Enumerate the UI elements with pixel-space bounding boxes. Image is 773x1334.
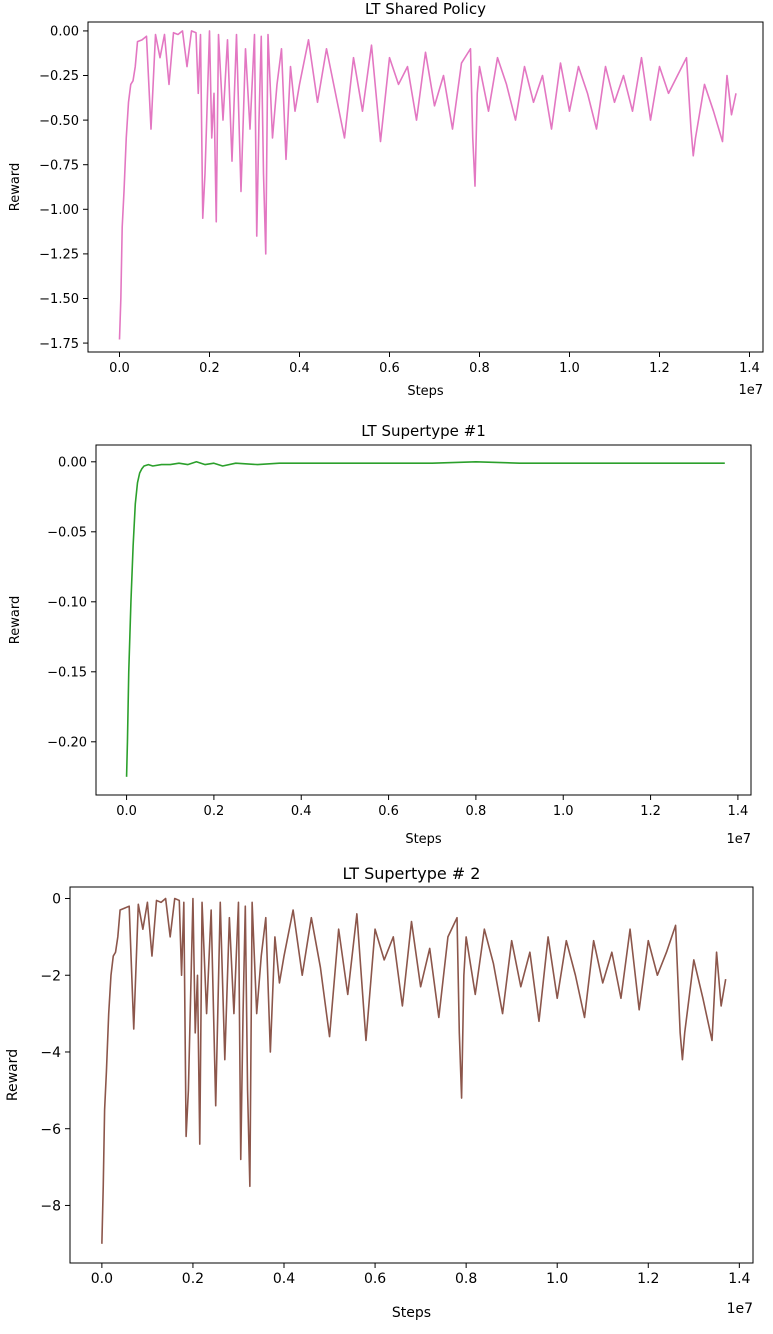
- y-tick-label: 0.00: [50, 25, 79, 40]
- chart-svg: LT Supertype # 2 0.0 0.2 0.4 0.6 0.8 1.0 1.2 1.4…: [5, 864, 754, 1321]
- chart-title: LT Supertype # 2: [343, 864, 481, 883]
- x-tick-label: 1.0: [559, 361, 580, 376]
- x-tick-label: 0.0: [109, 361, 130, 376]
- x-tick-label: 0.0: [91, 1271, 113, 1287]
- plot-frame: [95, 444, 752, 796]
- y-tick-label: −8: [40, 1198, 61, 1214]
- y-axis-label: Reward: [5, 1049, 21, 1101]
- x-tick-label: 1.4: [728, 804, 749, 819]
- x-tick-label: 0.8: [466, 804, 487, 819]
- y-tick-label: −1.25: [39, 248, 79, 263]
- series-line: [118, 30, 737, 340]
- y-tick-label: −0.15: [47, 665, 87, 680]
- y-tick-label: 0: [52, 892, 61, 908]
- x-tick-label: 1.4: [739, 361, 760, 376]
- y-tick-label: −1.75: [39, 337, 79, 352]
- chart-svg: LT Supertype #1 0.0 0.2 0.4 0.6 0.8 1.0 1.2 1.4 0…: [8, 422, 752, 847]
- x-offset-label: 1e7: [727, 1301, 753, 1317]
- y-tick-label: −6: [40, 1122, 61, 1138]
- x-offset-label: 1e7: [726, 832, 751, 847]
- x-axis-label: Steps: [405, 832, 442, 847]
- chart-title: LT Supertype #1: [361, 422, 486, 440]
- x-tick-label: 1.0: [553, 804, 574, 819]
- y-tick-label: −0.50: [39, 114, 79, 129]
- y-tick-label: −0.05: [47, 525, 87, 540]
- plot-frame: [87, 21, 764, 353]
- x-tick-label: 0.6: [378, 804, 399, 819]
- y-tick-label: −2: [40, 968, 61, 984]
- y-tick-label: −1.00: [39, 203, 79, 218]
- x-tick-label: 0.2: [204, 804, 225, 819]
- x-tick-label: 0.4: [289, 361, 310, 376]
- x-tick-label: 1.2: [640, 804, 661, 819]
- x-tick-label: 1.2: [637, 1271, 659, 1287]
- x-tick-label: 0.6: [379, 361, 400, 376]
- y-tick-label: −0.10: [47, 595, 87, 610]
- series-line: [125, 460, 725, 777]
- x-tick-label: 0.2: [199, 361, 220, 376]
- x-offset-label: 1e7: [738, 383, 763, 398]
- chart-lt-shared-policy: LT Shared Policy 0.0 0.2 0.4 0.6 0.8 1.0 1.2 1.4…: [0, 0, 773, 410]
- y-tick-label: −1.50: [39, 292, 79, 307]
- x-tick-label: 1.2: [649, 361, 670, 376]
- chart-title: LT Shared Policy: [365, 0, 486, 18]
- x-tick-label: 0.4: [273, 1271, 295, 1287]
- y-tick-label: 0.00: [58, 455, 87, 470]
- chart-lt-supertype-2: LT Supertype # 2 0.0 0.2 0.4 0.6 0.8 1.0 1.2 1.4…: [0, 860, 773, 1329]
- y-axis-label: Reward: [8, 596, 23, 644]
- chart-lt-supertype-1: LT Supertype #1 0.0 0.2 0.4 0.6 0.8 1.0 1.2 1.4 0…: [0, 412, 773, 860]
- x-tick-label: 0.8: [455, 1271, 477, 1287]
- x-tick-label: 0.0: [116, 804, 137, 819]
- y-tick-label: −0.75: [39, 158, 79, 173]
- x-tick-label: 0.4: [291, 804, 312, 819]
- x-axis-label: Steps: [407, 384, 444, 399]
- x-tick-label: 0.2: [182, 1271, 204, 1287]
- y-axis-label: Reward: [8, 163, 23, 211]
- y-tick-label: −4: [40, 1045, 61, 1061]
- x-axis-label: Steps: [392, 1305, 431, 1321]
- x-tick-label: 1.4: [728, 1271, 750, 1287]
- y-tick-label: −0.20: [47, 735, 87, 750]
- x-tick-label: 1.0: [546, 1271, 568, 1287]
- plot-frame: [69, 886, 754, 1264]
- x-tick-label: 0.6: [364, 1271, 386, 1287]
- series-line: [101, 897, 727, 1244]
- chart-svg: LT Shared Policy 0.0 0.2 0.4 0.6 0.8 1.0 1.2 1.4…: [8, 0, 764, 399]
- y-tick-label: −0.25: [39, 69, 79, 84]
- x-tick-label: 0.8: [469, 361, 490, 376]
